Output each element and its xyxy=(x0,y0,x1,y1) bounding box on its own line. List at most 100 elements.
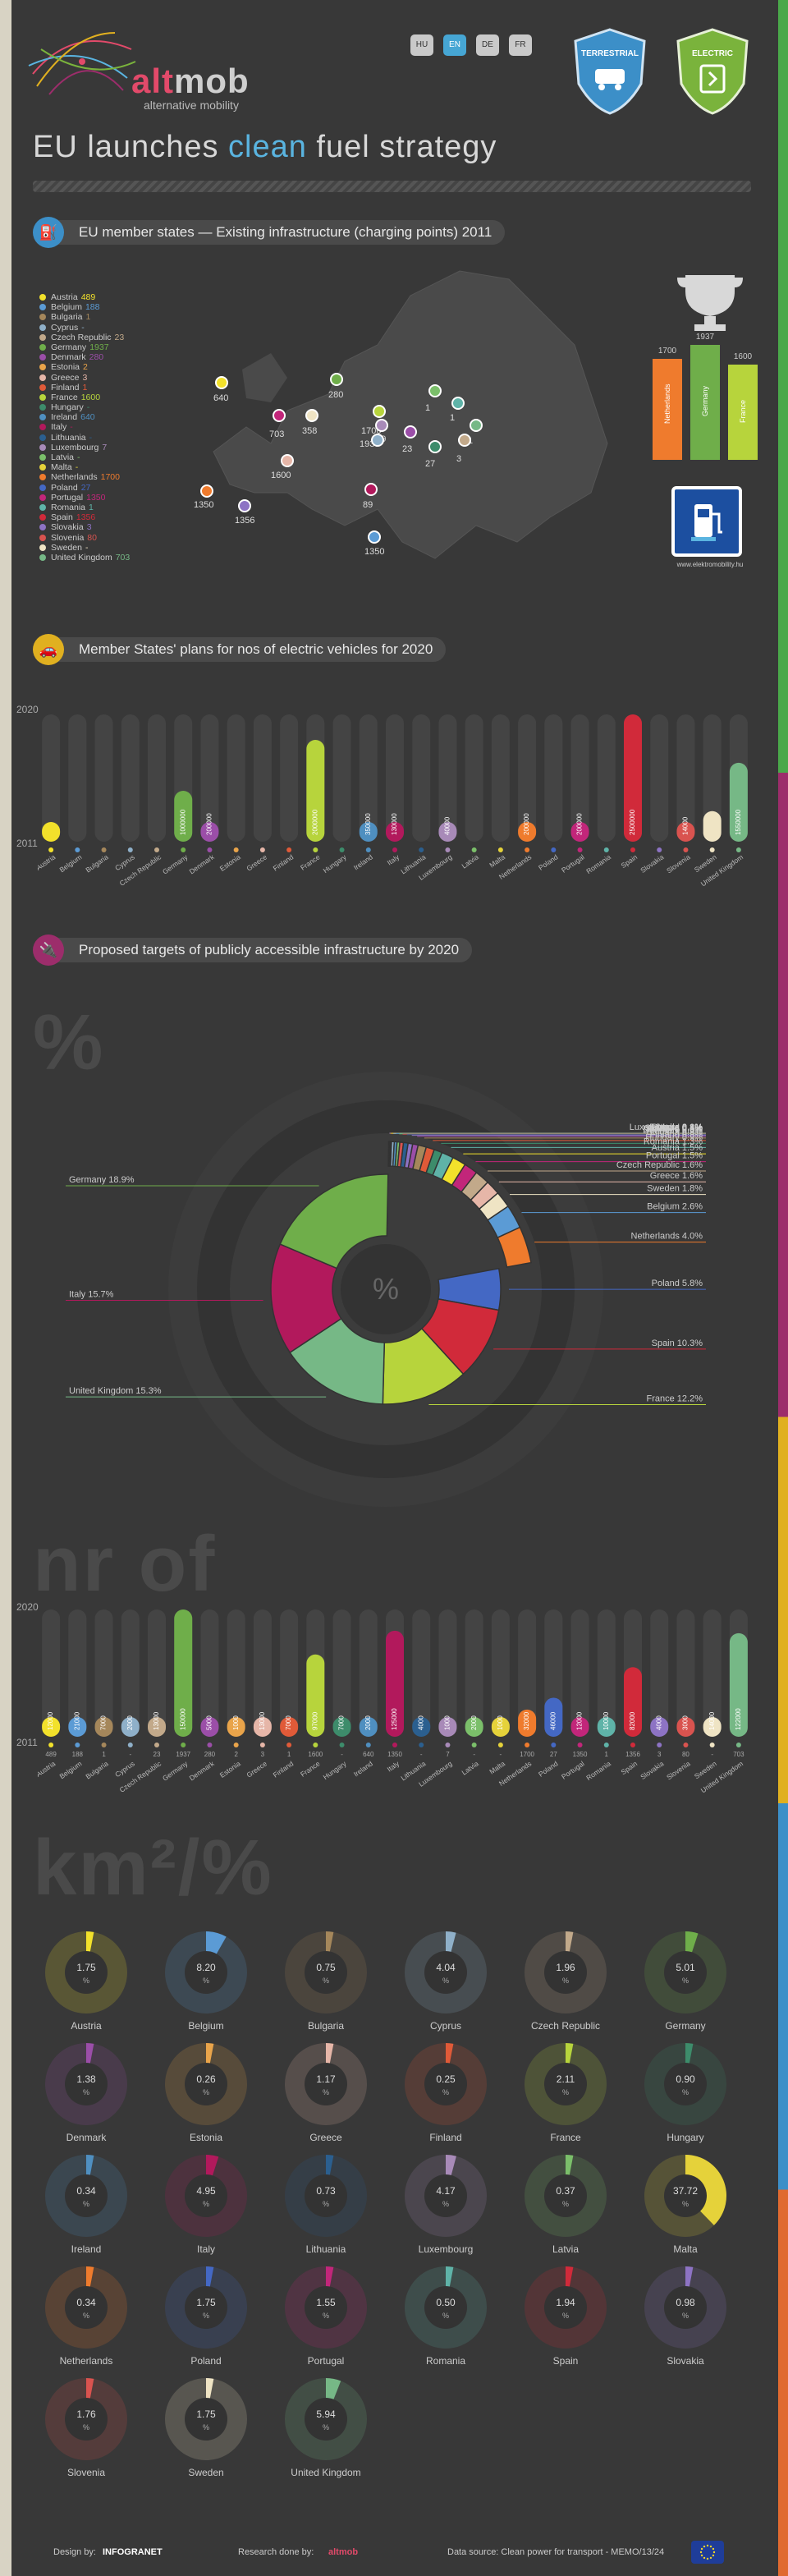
electromobility-url[interactable]: www.elektromobility.hu xyxy=(676,561,744,568)
existing-value-label: 3 xyxy=(261,1751,265,1758)
bar-value-label: 2500000 xyxy=(629,809,636,835)
donut-hole xyxy=(185,1951,227,1994)
electromobility-logo[interactable] xyxy=(671,486,742,557)
terrestrial-badge[interactable]: TERRESTRIAL xyxy=(570,26,649,117)
lang-button-hu[interactable]: HU xyxy=(410,34,433,56)
legend-item: Ireland 640 xyxy=(39,412,130,422)
hatched-divider xyxy=(33,181,751,192)
bar-dot xyxy=(313,1743,318,1747)
legend-item: Czech Republic 23 xyxy=(39,333,130,342)
map-value-label: 280 xyxy=(328,390,343,400)
donut-percent-symbol: % xyxy=(442,1977,449,1985)
density-donut-chart: 0.37% xyxy=(525,2155,607,2237)
donut-country-label: Malta xyxy=(673,2243,698,2255)
density-donut: 0.98% Slovakia xyxy=(640,2265,731,2372)
ranking-bar-label: France xyxy=(739,400,747,424)
eu-star xyxy=(709,2556,712,2560)
bar-track xyxy=(227,1609,245,1737)
density-donut-chart: 0.26% xyxy=(165,2043,247,2125)
legend-value: 80 xyxy=(87,532,97,543)
donut-percent-symbol: % xyxy=(323,1977,329,1985)
legend-dot xyxy=(39,534,46,541)
legend-value: 1 xyxy=(82,382,88,393)
electric-badge[interactable]: ELECTRIC xyxy=(673,26,752,117)
legend-item: Lithuania - xyxy=(39,433,130,443)
legend-name: Slovakia xyxy=(51,522,84,533)
lang-button-en[interactable]: EN xyxy=(443,34,466,56)
donut-hole xyxy=(65,1951,108,1994)
donut-percent-symbol: % xyxy=(562,2088,569,2096)
bar-value-label: 7000 xyxy=(338,1715,346,1730)
bar-track xyxy=(412,1609,431,1737)
europe-map: 6402801700193770335848916008913501356135… xyxy=(194,270,608,559)
donut-percent-symbol: % xyxy=(682,2088,689,2096)
bar-dot xyxy=(101,847,107,852)
lang-button-fr[interactable]: FR xyxy=(509,34,532,56)
legend-item: Bulgaria 1 xyxy=(39,312,130,322)
legend-name: Germany xyxy=(51,342,87,352)
donut-value: 1.55 xyxy=(316,2297,336,2308)
donut-arc xyxy=(446,2155,456,2175)
donut-percent-symbol: % xyxy=(83,2088,89,2096)
density-donut-chart: 37.72% xyxy=(644,2155,726,2237)
bar-track xyxy=(438,714,457,842)
bar-value-label: 13000 xyxy=(153,1711,160,1730)
country-label: Germany xyxy=(161,852,190,876)
bar-track xyxy=(597,714,616,842)
bar-track xyxy=(570,1609,589,1737)
eu-star xyxy=(700,2547,703,2551)
existing-value-label: 80 xyxy=(682,1751,690,1758)
bar xyxy=(438,822,457,842)
bar-dot xyxy=(207,1743,213,1747)
bar-value-label: 2000 xyxy=(126,1715,134,1730)
donut-percent-symbol: % xyxy=(562,2200,569,2208)
donut-country-label: Belgium xyxy=(188,2020,224,2032)
legend-item: Hungary - xyxy=(39,402,130,412)
donut-percent-symbol: % xyxy=(323,2423,329,2431)
bar-value-label: 200000 xyxy=(206,813,213,835)
logo-swirl-icon xyxy=(28,32,136,95)
country-label: Poland xyxy=(537,852,560,872)
donut-percent-symbol: % xyxy=(682,1977,689,1985)
donut-slice xyxy=(497,1226,532,1268)
bar-dot xyxy=(181,1743,186,1747)
density-donut: 2.11% France xyxy=(520,2041,611,2148)
donut-country-label: Estonia xyxy=(189,2132,223,2143)
legend-dot xyxy=(39,333,46,341)
legend-item: Slovenia 80 xyxy=(39,533,130,543)
legend-item: Poland 27 xyxy=(39,483,130,493)
density-donut-chart: 4.17% xyxy=(405,2155,487,2237)
bar xyxy=(570,1717,589,1737)
research-brand[interactable]: altmob xyxy=(328,2547,359,2557)
legend-dot xyxy=(39,474,46,481)
bar xyxy=(624,714,642,842)
bar xyxy=(676,1717,695,1737)
legend-value: 640 xyxy=(80,412,95,423)
donut-percent-symbol: % xyxy=(323,2312,329,2320)
donut-arc xyxy=(566,1931,574,1952)
design-brand[interactable]: INFOGRANET xyxy=(103,2547,163,2557)
eu-star xyxy=(712,2547,715,2551)
donut-country-label: Latvia xyxy=(552,2243,580,2255)
lang-button-de[interactable]: DE xyxy=(476,34,499,56)
map-pin-icon xyxy=(428,440,442,453)
country-label: Portugal xyxy=(560,1759,586,1780)
donut-country-label: Cyprus xyxy=(429,2020,461,2032)
bar-dot xyxy=(445,847,451,852)
country-label: Slovakia xyxy=(639,1759,665,1781)
map-value-label: 1600 xyxy=(271,471,291,480)
donut-hole xyxy=(544,2174,587,2217)
density-donut-chart: 1.94% xyxy=(525,2266,607,2349)
existing-value-label: 640 xyxy=(363,1751,374,1758)
donut-value: 0.34 xyxy=(76,2185,96,2197)
slice-label: Portugal 1.5% xyxy=(646,1151,703,1161)
bar xyxy=(518,1709,537,1737)
bar-value-label: 7000 xyxy=(285,1715,292,1730)
density-donut: 1.75% Austria xyxy=(41,1930,131,2036)
donut-percent-symbol: % xyxy=(323,2088,329,2096)
legend-name: Slovenia xyxy=(51,532,85,543)
density-donut: 4.95% Italy xyxy=(161,2153,251,2260)
terrestrial-label: TERRESTRIAL xyxy=(581,49,639,58)
legend-dot xyxy=(39,464,46,471)
donut-percent-symbol: % xyxy=(562,1977,569,1985)
